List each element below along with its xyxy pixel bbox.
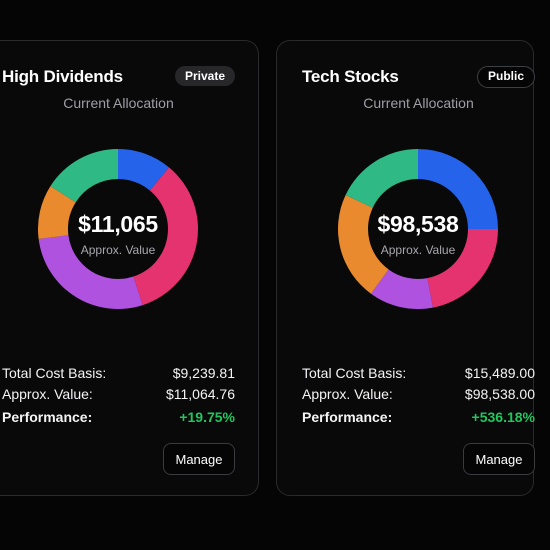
approx-value-caption: Approx. Value — [80, 243, 156, 257]
stat-value: $98,538.00 — [464, 386, 535, 402]
donut-slice-purple — [370, 269, 433, 309]
donut-slice-green — [345, 149, 418, 208]
stat-label: Approx. Value: — [2, 386, 93, 402]
stat-label: Performance: — [302, 409, 393, 425]
card-header: Tech Stocks Public — [302, 65, 535, 89]
allocation-subtitle: Current Allocation — [63, 95, 174, 111]
visibility-badge: Public — [476, 66, 535, 88]
approx-value-caption: Approx. Value — [380, 243, 456, 257]
donut-center: $11,065 Approx. Value — [38, 149, 198, 309]
manage-button[interactable]: Manage — [163, 443, 235, 475]
donut-slice-purple — [38, 235, 143, 309]
stat-value: $15,489.00 — [464, 365, 535, 381]
donut-slice-blue — [418, 149, 498, 229]
stat-approx-value: Approx. Value: $11,064.76 — [2, 384, 235, 404]
performance-value: +19.75% — [179, 409, 235, 425]
manage-button[interactable]: Manage — [463, 443, 535, 475]
donut-slice-pink — [427, 229, 498, 308]
approx-value-total: $11,065 — [78, 211, 158, 237]
donut-slice-blue — [118, 149, 169, 191]
stat-cost-basis: Total Cost Basis: $15,489.00 — [302, 363, 535, 383]
card-content: High Dividends Private Current Allocatio… — [2, 41, 235, 495]
donut-slice-orange — [338, 194, 389, 294]
donut-slice-pink — [133, 167, 198, 306]
stat-value: $9,239.81 — [172, 365, 235, 381]
donut-center: $98,538 Approx. Value — [338, 149, 498, 309]
portfolio-stats: Total Cost Basis: $9,239.81 Approx. Valu… — [2, 363, 235, 428]
performance-value: +536.18% — [471, 409, 535, 425]
approx-value-total: $98,538 — [377, 211, 459, 237]
stat-performance: Performance: +536.18% — [302, 407, 535, 427]
portfolio-title: High Dividends — [2, 67, 123, 86]
stat-label: Performance: — [2, 409, 93, 425]
donut-slice-green — [50, 149, 118, 203]
stat-label: Total Cost Basis: — [2, 365, 107, 381]
allocation-donut-chart — [38, 149, 198, 309]
portfolio-card-high-dividends: High Dividends Private Current Allocatio… — [0, 40, 259, 496]
allocation-donut-chart — [338, 149, 498, 309]
stat-cost-basis: Total Cost Basis: $9,239.81 — [2, 363, 235, 383]
portfolio-title: Tech Stocks — [302, 67, 399, 86]
visibility-badge: Private — [174, 66, 235, 86]
stat-approx-value: Approx. Value: $98,538.00 — [302, 384, 535, 404]
stat-label: Total Cost Basis: — [302, 365, 407, 381]
allocation-subtitle: Current Allocation — [363, 95, 474, 111]
card-header: High Dividends Private — [2, 65, 235, 89]
portfolio-card-tech-stocks: Tech Stocks Public Current Allocation $9… — [276, 40, 535, 496]
stat-performance: Performance: +19.75% — [2, 407, 235, 427]
portfolio-stats: Total Cost Basis: $15,489.00 Approx. Val… — [302, 363, 535, 428]
donut-slice-orange — [38, 186, 76, 240]
card-content: Tech Stocks Public Current Allocation $9… — [302, 41, 535, 495]
stat-value: $11,064.76 — [165, 386, 235, 402]
stat-label: Approx. Value: — [302, 386, 393, 402]
